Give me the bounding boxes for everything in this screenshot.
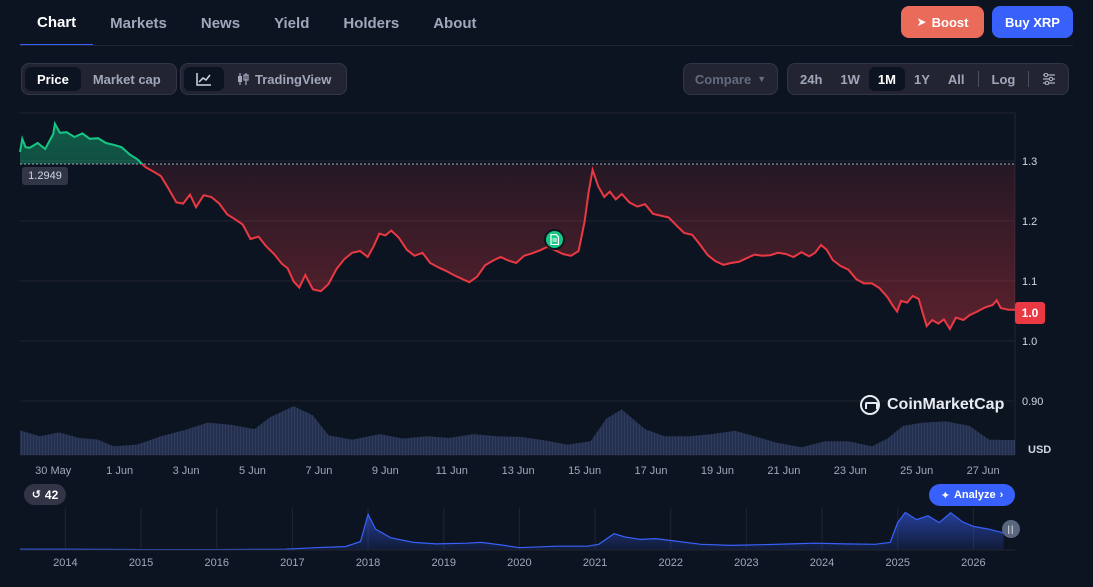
chart-settings-button[interactable] [1033, 67, 1065, 91]
x-axis-labels: 30 May 1 Jun 3 Jun 5 Jun 7 Jun 9 Jun 11 Jun 13 … [35, 465, 999, 477]
y-tick-label: 0.90 [1022, 396, 1043, 408]
analyze-button[interactable]: ✦ Analyze › [929, 484, 1015, 506]
tab-about[interactable]: About [433, 14, 477, 32]
tabs-divider [20, 45, 1073, 46]
navigator-year-label: 2025 [885, 557, 909, 569]
navigator-year-label: 2020 [507, 557, 531, 569]
y-axis-labels: 1.3 1.2 1.1 1.0 0.90 [1022, 156, 1043, 408]
boost-button[interactable]: ➤ Boost [901, 6, 984, 38]
x-tick-label: 15 Jun [568, 465, 601, 477]
compare-label: Compare [694, 71, 752, 87]
document-icon [550, 234, 559, 245]
tradingview-label: TradingView [255, 71, 332, 87]
history-count-badge[interactable]: ↺ 42 [24, 484, 66, 505]
navigator-year-label: 2026 [961, 557, 985, 569]
range-separator [1028, 71, 1030, 87]
time-range-selector: 24h 1W 1M 1Y All Log [787, 63, 1070, 95]
start-price-label: 1.2949 [22, 167, 68, 185]
navigator-year-label: 2014 [53, 557, 77, 569]
line-chart-button[interactable] [184, 67, 224, 91]
price-chart[interactable]: 1.3 1.2 1.1 1.0 0.90 30 May 1 Jun 3 Jun 5 Jun 7 … [0, 100, 1093, 480]
x-tick-label: 9 Jun [372, 465, 399, 477]
navigator-line [20, 511, 1004, 551]
tab-bar: Chart Markets News Yield Holders About [20, 0, 494, 46]
price-line-down [140, 164, 1015, 332]
ai-sparkle-icon: ✦ [940, 489, 950, 502]
chevron-down-icon: ▼ [757, 74, 767, 84]
log-scale-toggle[interactable]: Log [991, 71, 1016, 87]
tab-chart[interactable]: Chart [20, 0, 94, 46]
x-tick-label: 7 Jun [305, 465, 332, 477]
history-icon: ↺ [31, 489, 41, 501]
tab-yield[interactable]: Yield [274, 14, 310, 32]
x-tick-label: 5 Jun [239, 465, 266, 477]
news-marker[interactable] [544, 229, 565, 250]
navigator-area [20, 512, 1004, 550]
y-tick-label: 1.3 [1022, 156, 1037, 168]
candlestick-icon [238, 73, 249, 85]
x-tick-label: 3 Jun [173, 465, 200, 477]
drag-handle-icon: || [1007, 524, 1015, 534]
history-count: 42 [44, 487, 59, 502]
price-area-down [20, 164, 1015, 329]
buy-label: Buy XRP [1005, 14, 1060, 30]
range-separator [977, 71, 979, 87]
tradingview-button[interactable]: TradingView [224, 67, 343, 91]
range-all[interactable]: All [947, 71, 965, 87]
x-tick-label: 30 May [35, 465, 72, 477]
x-tick-label: 11 Jun [436, 465, 468, 477]
navigator-year-label: 2023 [734, 557, 758, 569]
x-tick-label: 27 Jun [967, 465, 1000, 477]
x-tick-label: 13 Jun [502, 465, 535, 477]
x-tick-label: 17 Jun [634, 465, 667, 477]
rocket-icon: ➤ [916, 15, 927, 29]
navigator-year-label: 2024 [810, 557, 834, 569]
range-1m[interactable]: 1M [868, 67, 905, 91]
sliders-icon [1043, 73, 1056, 85]
navigator-year-label: 2016 [204, 557, 228, 569]
x-tick-label: 25 Jun [900, 465, 933, 477]
navigator-drag-handle[interactable]: || [1002, 520, 1020, 538]
watermark-text: CoinMarketCap [887, 396, 1005, 413]
coinmarketcap-logo-icon [860, 395, 880, 415]
currency-label: USD [1028, 444, 1052, 456]
x-tick-label: 23 Jun [834, 465, 867, 477]
navigator-year-label: 2019 [431, 557, 455, 569]
buy-xrp-button[interactable]: Buy XRP [992, 6, 1073, 38]
navigator-year-label: 2021 [583, 557, 607, 569]
price-marketcap-toggle: Price Market cap [21, 63, 177, 95]
navigator-year-label: 2017 [280, 557, 304, 569]
x-tick-label: 19 Jun [701, 465, 734, 477]
x-tick-label: 1 Jun [106, 465, 133, 477]
navigator-year-labels: 2014 2015 2016 2017 2018 2019 2020 2021 2022 2023… [53, 557, 985, 569]
range-1w[interactable]: 1W [840, 71, 860, 87]
x-tick-label: 21 Jun [767, 465, 800, 477]
chart-style-toggle: TradingView [180, 63, 348, 95]
y-tick-label: 1.1 [1022, 276, 1037, 288]
boost-label: Boost [931, 14, 969, 30]
navigator-year-label: 2018 [356, 557, 380, 569]
tab-markets[interactable]: Markets [110, 14, 167, 32]
tab-holders[interactable]: Holders [343, 14, 400, 32]
navigator-year-label: 2015 [129, 557, 153, 569]
coinmarketcap-watermark: CoinMarketCap [860, 395, 1004, 415]
analyze-label: Analyze [953, 489, 996, 501]
y-tick-label: 1.2 [1022, 216, 1037, 228]
navigator-year-label: 2022 [658, 557, 682, 569]
price-area-up [20, 123, 143, 165]
range-24h[interactable]: 24h [800, 71, 823, 87]
compare-dropdown[interactable]: Compare ▼ [683, 63, 778, 95]
tab-news[interactable]: News [200, 14, 241, 32]
chevron-right-icon: › [999, 489, 1004, 501]
navigator-chart[interactable]: 2014 2015 2016 2017 2018 2019 2020 2021 2022 2023… [0, 508, 1093, 587]
y-tick-label: 1.0 [1022, 336, 1037, 348]
current-price-label: 1.0 [1015, 302, 1045, 324]
price-toggle[interactable]: Price [25, 67, 81, 91]
range-1y[interactable]: 1Y [913, 71, 930, 87]
volume-bars [19, 390, 1015, 455]
line-chart-icon [196, 73, 211, 86]
market-cap-toggle[interactable]: Market cap [92, 71, 161, 87]
